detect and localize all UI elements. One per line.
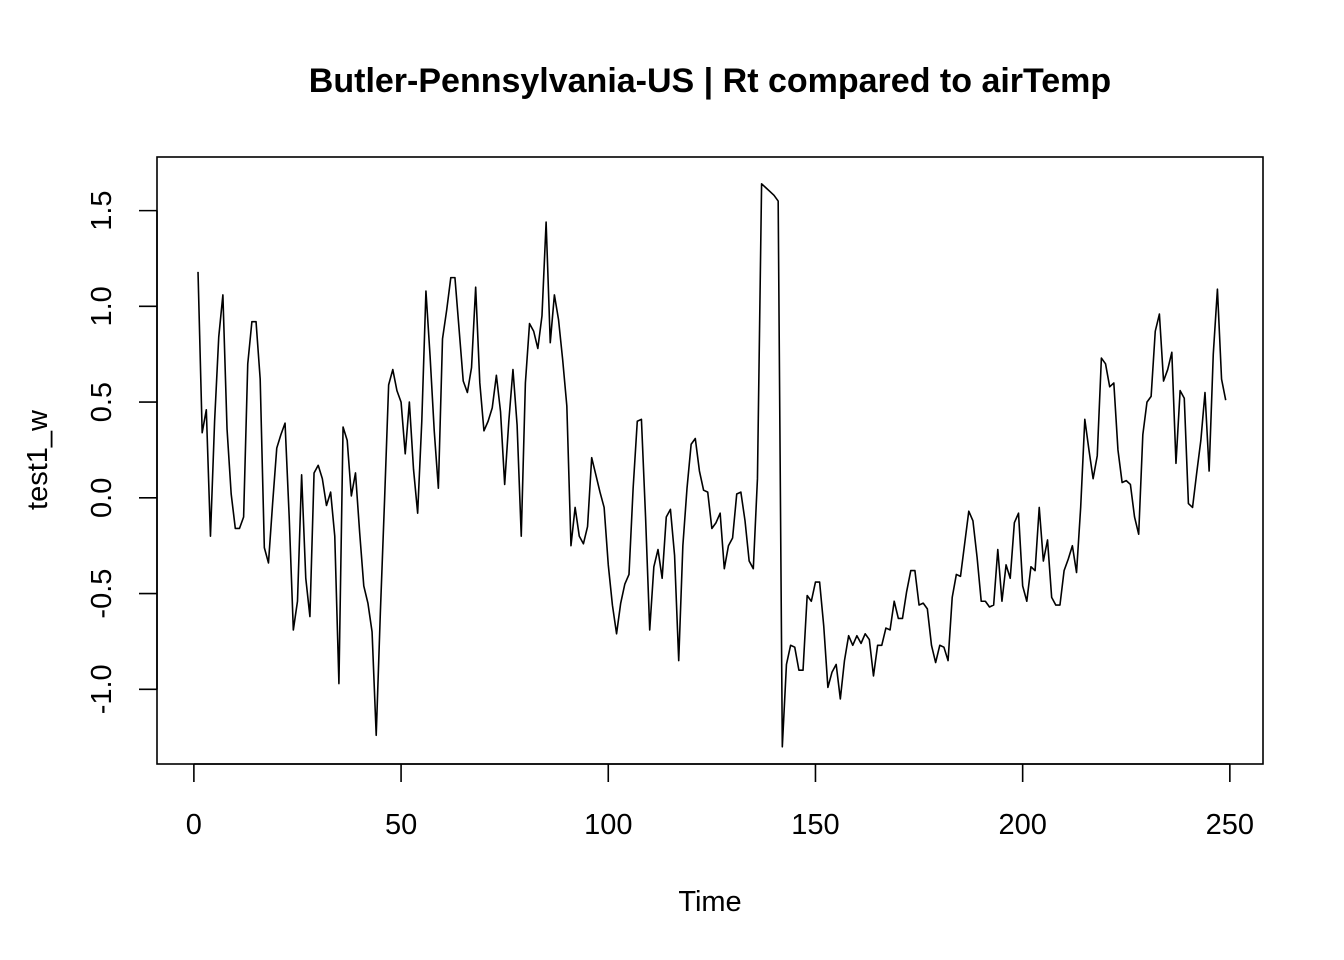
x-axis-label: Time <box>678 886 741 918</box>
y-axis: -1.0 -0.5 0.0 0.5 1.0 1.5 <box>86 190 158 714</box>
x-tick-label: 100 <box>584 809 632 841</box>
x-tick-label: 50 <box>385 809 417 841</box>
y-tick-label: 0.5 <box>86 382 118 422</box>
chart-title: Butler-Pennsylvania-US | Rt compared to … <box>309 62 1111 100</box>
series-line <box>197 183 1227 748</box>
x-tick-label: 0 <box>186 809 202 841</box>
x-axis: 0 50 100 150 200 250 <box>186 763 1254 841</box>
x-tick-label: 200 <box>998 809 1046 841</box>
y-tick-label: -1.0 <box>86 664 118 714</box>
x-tick-label: 250 <box>1206 809 1254 841</box>
y-tick-label: 1.5 <box>86 190 118 230</box>
y-tick-label: -0.5 <box>86 569 118 619</box>
y-tick-label: 0.0 <box>86 478 118 518</box>
x-tick-label: 150 <box>791 809 839 841</box>
y-axis-label: test1_w <box>22 409 54 510</box>
y-tick-label: 1.0 <box>86 286 118 326</box>
